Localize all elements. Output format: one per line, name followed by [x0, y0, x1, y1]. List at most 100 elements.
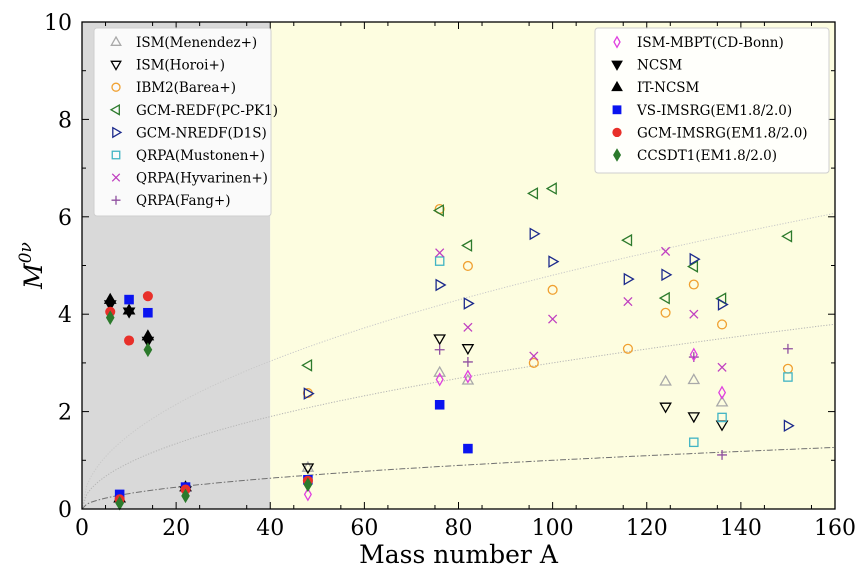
x-tick-label: 60	[350, 516, 378, 541]
legend-marker-0-3	[109, 103, 120, 116]
point-8-2	[463, 369, 472, 384]
legend-marker-1-1	[611, 60, 623, 71]
point-13-4	[303, 477, 313, 492]
point-6-0	[435, 248, 445, 258]
point-2-7	[688, 279, 699, 290]
point-4-4	[548, 255, 560, 268]
point-7-4	[782, 343, 793, 354]
legends: ISM(Menendez+) ISM(Horoi+) IBM2(Barea+) GCM…	[93, 27, 830, 217]
point-5-1	[689, 437, 699, 448]
point-11-6	[463, 443, 473, 454]
reference-curve-2	[82, 446, 835, 509]
y-axis-label-sup: 0ν	[16, 242, 36, 263]
legend-marker-1-2	[611, 80, 623, 92]
point-2-6	[660, 307, 671, 318]
point-6-3	[548, 314, 558, 324]
point-6-2	[529, 351, 539, 361]
point-10-0	[103, 292, 117, 304]
point-4-2	[463, 297, 475, 310]
point-8-4	[718, 385, 727, 400]
point-4-9	[783, 419, 795, 433]
data-points	[103, 182, 795, 511]
reference-curve-0	[82, 212, 835, 509]
legend-label-1-3: VS-IMSRG(EM1.8/2.0)	[636, 103, 792, 119]
point-5-2	[717, 412, 727, 423]
x-tick-label: 20	[162, 516, 190, 541]
x-tick-label: 40	[256, 516, 284, 541]
point-13-0	[105, 310, 115, 325]
y-tick-label: 0	[58, 498, 72, 523]
x-tick-label: 140	[720, 516, 762, 541]
point-5-3	[783, 372, 793, 382]
legend-label-0-5: QRPA(Mustonen+)	[136, 148, 265, 164]
point-6-1	[463, 322, 473, 332]
point-0-3	[659, 374, 672, 386]
point-3-3	[526, 187, 539, 200]
reference-curve-1	[82, 323, 835, 509]
point-10-2	[141, 329, 155, 341]
point-3-2	[461, 239, 473, 252]
point-6-7	[717, 362, 727, 372]
legend-marker-0-1	[110, 60, 122, 71]
point-0-5	[715, 395, 729, 407]
y-tick-label: 8	[58, 108, 72, 133]
legend-label-0-6: QRPA(Hyvarinen+)	[136, 171, 268, 187]
y-axis-label: M0ν	[16, 242, 48, 290]
x-tick-label: 100	[532, 516, 574, 541]
point-3-9	[781, 229, 793, 243]
point-7-1	[462, 356, 473, 367]
point-13-2	[143, 342, 153, 358]
legend-marker-0-0	[110, 35, 122, 46]
point-1-3	[659, 402, 672, 414]
y-tick-label: 2	[58, 401, 72, 426]
point-12-3	[142, 291, 153, 302]
point-2-5	[622, 343, 633, 354]
point-2-2	[462, 260, 473, 272]
legend-marker-0-5	[111, 150, 121, 160]
point-2-8	[716, 319, 728, 330]
point-3-4	[545, 182, 557, 195]
point-4-0	[303, 387, 315, 400]
point-7-0	[434, 344, 445, 355]
point-0-2	[461, 373, 475, 385]
y-tick-label: 4	[58, 303, 72, 328]
point-4-1	[435, 278, 447, 292]
point-0-4	[687, 373, 701, 385]
point-6-5	[660, 246, 671, 256]
point-3-7	[686, 260, 699, 273]
point-4-7	[689, 252, 701, 266]
legend-label-0-7: QRPA(Fang+)	[136, 193, 231, 209]
y-tick-label: 10	[44, 11, 72, 36]
legend-label-0-4: GCM-NREDF(D1S)	[136, 125, 267, 141]
point-1-2	[461, 344, 475, 356]
point-4-5	[623, 272, 635, 286]
point-13-3	[181, 488, 190, 504]
point-7-3	[717, 449, 727, 460]
legend-label-0-1: ISM(Horoi+)	[136, 58, 225, 74]
legend-marker-1-3	[612, 105, 622, 115]
point-11-5	[434, 400, 445, 410]
legend-marker-1-5	[613, 148, 622, 162]
legend-marker-1-4	[612, 127, 622, 138]
y-tick-label: 6	[58, 206, 72, 231]
legend-label-0-2: IBM2(Barea+)	[136, 80, 236, 96]
y-axis-label-main: M	[19, 262, 48, 290]
point-0-1	[433, 365, 447, 377]
x-tick-label: 80	[445, 516, 473, 541]
legend-label-1-5: CCSDT1(EM1.8/2.0)	[637, 148, 777, 164]
legend-marker-0-7	[111, 195, 121, 205]
legend-marker-0-4	[112, 126, 123, 139]
point-12-2	[124, 335, 135, 346]
point-6-4	[623, 296, 633, 307]
point-3-6	[658, 291, 670, 305]
x-axis-label: Mass number A	[359, 540, 559, 569]
axis-ticks: 0 20 40 60 80 100 120 140 160 0 2 4 6 8 10	[44, 11, 856, 541]
reference-curves	[82, 212, 835, 509]
legend-marker-1-0	[613, 35, 621, 49]
point-11-2	[143, 307, 153, 318]
point-6-6	[689, 309, 699, 319]
legend-label-0-3: GCM-REDF(PC-PK1)	[136, 103, 278, 119]
point-3-5	[621, 233, 633, 247]
legend-label-0-0: ISM(Menendez+)	[136, 35, 257, 51]
